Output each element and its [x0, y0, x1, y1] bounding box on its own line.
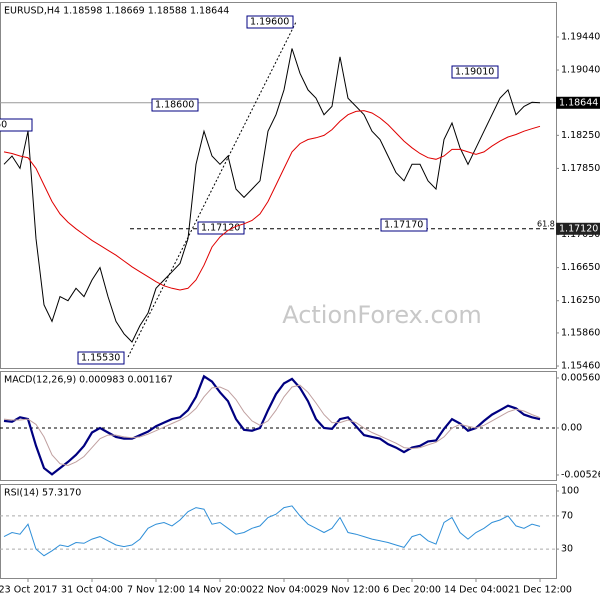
annotation: 1.19600: [250, 17, 289, 28]
y-tick-label: 1.16250: [561, 295, 600, 306]
series-line: [3, 505, 541, 557]
y-tick-label: 1.17850: [561, 163, 600, 174]
price-tag-label: 1.17120: [559, 223, 598, 234]
y-tick-label: 1.19040: [561, 65, 600, 76]
annotation-box: [246, 15, 294, 29]
annotation-box: [77, 351, 125, 365]
annotation: 360: [0, 120, 7, 131]
y-tick-label: 1.16650: [561, 262, 600, 273]
y-tick-label: 30: [561, 544, 573, 555]
x-tick-label: 22 Nov 04:00: [252, 585, 316, 596]
annotation-box: [380, 218, 428, 232]
series-line: [3, 374, 541, 476]
annotation-box: [151, 98, 199, 112]
annotation-box: [197, 221, 245, 235]
x-tick-label: 7 Nov 12:00: [127, 585, 185, 596]
x-tick-label: 23 Oct 2017: [0, 585, 57, 596]
price-tag: [556, 222, 600, 235]
annotation: 1.19010: [455, 67, 494, 78]
y-tick-label: 1.18250: [561, 130, 600, 141]
y-tick-label: 0.005607: [561, 372, 600, 383]
x-tick-label: 31 Oct 04:00: [61, 585, 123, 596]
y-tick-label: 1.15860: [561, 327, 600, 338]
x-tick-label: 14 Dec 04:00: [444, 585, 508, 596]
panel-title: RSI(14) 57.3170: [4, 488, 81, 499]
trend-line: [127, 21, 297, 358]
price-tag: [556, 96, 600, 109]
annotation-box: [451, 65, 499, 79]
annotation: 1.18600: [155, 100, 194, 111]
y-tick-label: 1.19440: [561, 31, 600, 42]
x-tick-label: 29 Nov 12:00: [316, 585, 380, 596]
x-tick-label: 14 Nov 20:00: [188, 585, 252, 596]
panel-frame: [0, 484, 557, 579]
fib-label: 61.8: [537, 219, 555, 228]
series-line: [3, 110, 541, 291]
annotation: 1.17170: [384, 220, 423, 231]
annotation: 1.17120: [201, 223, 240, 234]
annotation: 1.15530: [81, 353, 120, 364]
panel-title: MACD(12,26,9) 0.000983 0.001167: [4, 375, 173, 386]
y-tick-label: 70: [561, 510, 573, 521]
panel-frame: [0, 2, 557, 369]
series-line: [3, 48, 541, 343]
y-tick-label: 0.00: [561, 422, 582, 433]
price-tag-label: 1.18644: [559, 97, 598, 108]
y-tick-label: -0.005267: [561, 469, 600, 480]
watermark: ActionForex.com: [282, 301, 482, 329]
x-tick-label: 6 Dec 20:00: [383, 585, 441, 596]
panel-title: EURUSD,H4 1.18598 1.18669 1.18588 1.1864…: [4, 6, 229, 17]
y-tick-label: 100: [561, 485, 579, 496]
x-tick-label: 21 Dec 12:00: [508, 585, 572, 596]
panel-frame: [0, 371, 557, 481]
series-line: [3, 384, 541, 467]
y-tick-label: 1.15460: [561, 361, 600, 372]
annotation-box: [0, 118, 33, 132]
